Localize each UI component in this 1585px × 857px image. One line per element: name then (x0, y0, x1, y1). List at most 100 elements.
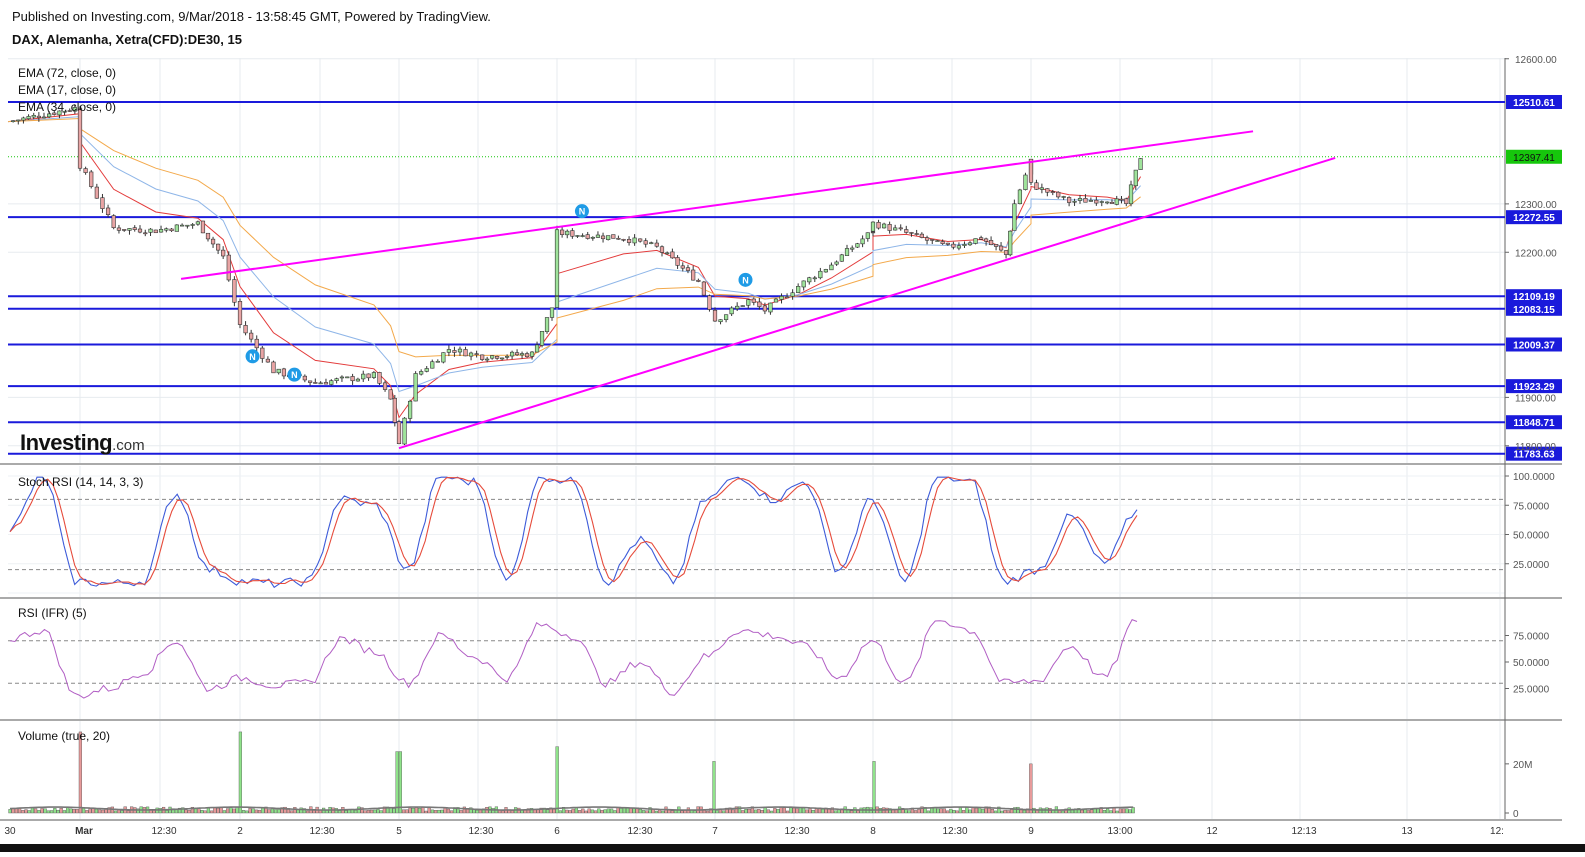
volume-bar (936, 808, 940, 814)
volume-bar (450, 810, 454, 814)
candle-body (457, 348, 463, 353)
volume-bar (834, 810, 838, 814)
volume-bar (443, 807, 447, 814)
candle-body (718, 319, 723, 323)
volume-bar (955, 810, 959, 814)
candle-body (100, 197, 105, 209)
volume-bar (88, 808, 92, 814)
candle-body (1077, 198, 1083, 201)
volume-bar (939, 808, 943, 814)
volume-bar (766, 809, 770, 814)
candle-body (611, 234, 616, 239)
stoch-axis-label: 75.0000 (1513, 501, 1550, 512)
candle-body (924, 237, 930, 241)
candle-body (265, 358, 270, 363)
rsi-label: RSI (IFR) (5) (18, 606, 87, 620)
candle-body (500, 357, 505, 360)
volume-bar (568, 810, 572, 814)
volume-bar (1086, 810, 1090, 814)
candle-body (396, 421, 402, 444)
candle-body (951, 243, 956, 248)
candle-body (355, 378, 361, 382)
candle-body (654, 242, 659, 247)
volume-bar (280, 807, 284, 814)
candle-body (509, 351, 515, 357)
volume-bar (850, 810, 854, 814)
candle-body (585, 234, 590, 239)
volume-bar (446, 808, 450, 814)
candle-body (137, 228, 143, 233)
volume-bar (994, 810, 998, 814)
volume-bar (209, 810, 214, 814)
volume-bar (437, 809, 441, 814)
candle-body (1094, 199, 1099, 204)
candle-body (723, 314, 729, 320)
candle-body (554, 229, 560, 297)
volume-bar (427, 807, 431, 814)
volume-bar (1013, 807, 1017, 814)
candle-body (707, 295, 712, 310)
x-axis-label: 12:30 (627, 826, 652, 837)
volume-bar (65, 807, 70, 814)
candle-body (195, 221, 200, 225)
volume-bar (440, 809, 444, 814)
volume-bar (600, 810, 604, 814)
candle-body (254, 338, 259, 349)
candle-body (31, 114, 36, 118)
logo-main: Investing (20, 430, 113, 455)
candle-body (768, 302, 773, 313)
volume-bar (75, 809, 79, 814)
trendlines (180, 130, 1336, 450)
candle-body (1083, 198, 1088, 203)
volume-bar (795, 808, 799, 814)
candle-body (452, 350, 457, 353)
candle-body (988, 240, 994, 245)
volume-bar (459, 810, 463, 814)
volume-bar (203, 810, 207, 814)
candle-body (930, 239, 935, 241)
x-axis-label: 6 (554, 826, 560, 837)
volume-bar (165, 810, 169, 814)
volume-bar (293, 807, 297, 814)
candle-body (1017, 189, 1023, 205)
candle-body (361, 373, 366, 380)
candle-body (127, 228, 132, 231)
news-marker-letter: N (579, 207, 586, 217)
volume-bar (725, 807, 729, 814)
candle-body (243, 325, 248, 334)
volume-bar (920, 806, 924, 814)
volume-bar (571, 808, 575, 814)
volume-bar (274, 809, 278, 814)
candle-body (691, 269, 696, 281)
volume-bar (277, 809, 281, 814)
volume-bar (779, 807, 783, 814)
volume-bar (1115, 810, 1119, 814)
volume-bar (264, 806, 268, 814)
candle-body (210, 238, 216, 245)
candle-body (392, 397, 397, 423)
news-marker-icon (738, 272, 753, 287)
candle-body (1105, 201, 1110, 204)
level-tag (1506, 446, 1562, 461)
candle-body (232, 279, 237, 303)
candle-body (967, 242, 973, 246)
candle-body (834, 261, 839, 265)
volume-bar (363, 810, 367, 814)
volume-bar (952, 810, 956, 814)
volume-bar (968, 809, 972, 814)
volume-bar (670, 810, 674, 814)
x-axis-label: 8 (870, 826, 876, 837)
last-price-tag (1506, 149, 1562, 164)
candle-body (993, 244, 999, 247)
volume-bar (120, 810, 124, 814)
stoch-k-line (9, 476, 1138, 589)
candle-body (388, 389, 393, 400)
candle-body (580, 235, 585, 237)
candle-body (524, 353, 530, 358)
candle-body (1138, 158, 1143, 170)
candle-body (762, 305, 767, 312)
price-axis-label: 12200.00 (1515, 248, 1557, 259)
volume-bar (1128, 809, 1132, 814)
candle-body (468, 352, 474, 357)
